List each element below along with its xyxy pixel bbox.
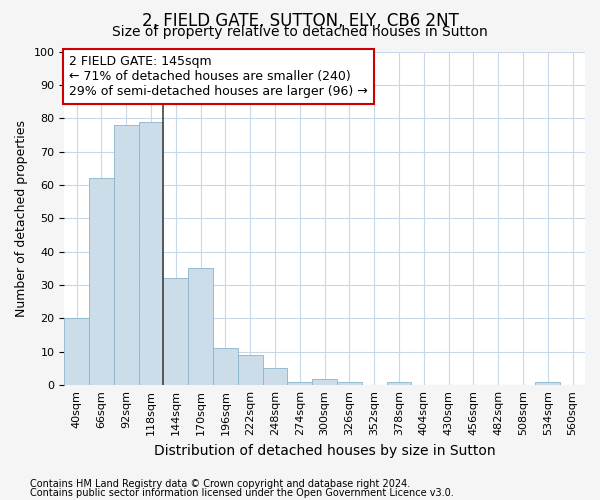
Text: Size of property relative to detached houses in Sutton: Size of property relative to detached ho… [112,25,488,39]
Bar [114,125,139,385]
Bar [163,278,188,385]
Text: 2, FIELD GATE, SUTTON, ELY, CB6 2NT: 2, FIELD GATE, SUTTON, ELY, CB6 2NT [142,12,458,30]
Bar [89,178,114,385]
Bar [535,382,560,385]
Bar [386,382,412,385]
Bar [263,368,287,385]
Bar [64,318,89,385]
Bar [188,268,213,385]
X-axis label: Distribution of detached houses by size in Sutton: Distribution of detached houses by size … [154,444,496,458]
Bar [213,348,238,385]
Y-axis label: Number of detached properties: Number of detached properties [15,120,28,317]
Bar [287,382,312,385]
Text: Contains public sector information licensed under the Open Government Licence v3: Contains public sector information licen… [30,488,454,498]
Bar [337,382,362,385]
Bar [238,355,263,385]
Text: Contains HM Land Registry data © Crown copyright and database right 2024.: Contains HM Land Registry data © Crown c… [30,479,410,489]
Bar [312,378,337,385]
Bar [139,122,163,385]
Text: 2 FIELD GATE: 145sqm
← 71% of detached houses are smaller (240)
29% of semi-deta: 2 FIELD GATE: 145sqm ← 71% of detached h… [70,55,368,98]
